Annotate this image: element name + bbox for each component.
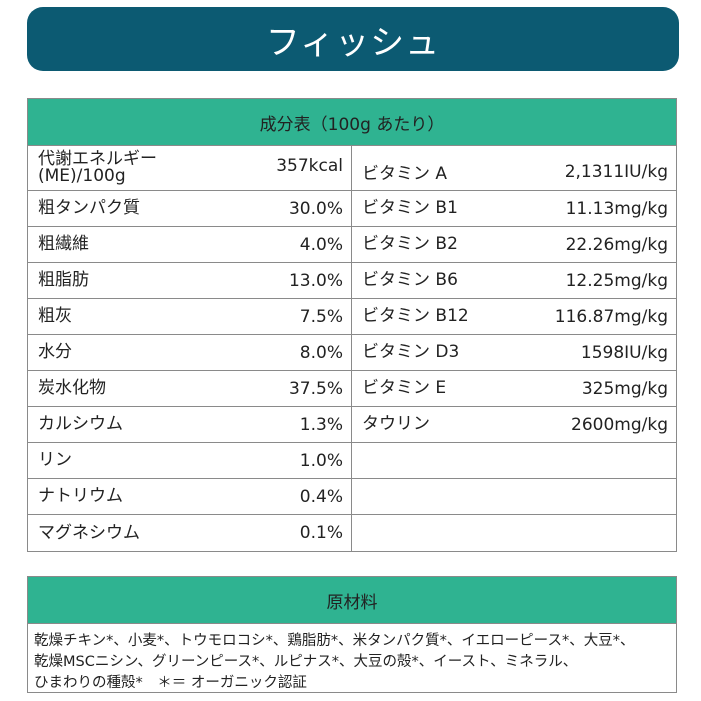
vitamin-value: 325mg/kg: [581, 378, 668, 399]
nutrient-label: カルシウム: [38, 414, 123, 434]
table-row: 粗繊維 4.0%: [28, 227, 351, 263]
table-row: ビタミン D3 1598IU/kg: [352, 335, 676, 371]
table-row: ビタミン E 325mg/kg: [352, 371, 676, 407]
nutrient-value: 8.0%: [299, 342, 343, 363]
nutrient-label: 粗タンパク質: [38, 198, 140, 218]
vitamin-value: 11.13mg/kg: [565, 198, 668, 219]
nutrient-value: 13.0%: [288, 270, 343, 291]
nutrient-label: 粗灰: [38, 306, 72, 326]
nutrient-value: 7.5%: [299, 306, 343, 327]
nutrient-value: 0.1%: [299, 523, 343, 543]
table-row: カルシウム 1.3%: [28, 407, 351, 443]
nutrition-left-column: 代謝エネルギー (ME)/100g 357kcal 粗タンパク質 30.0% 粗繊維…: [28, 146, 352, 551]
nutrient-label: 炭水化物: [38, 378, 106, 398]
nutrition-table-header: 成分表（100g あたり）: [28, 99, 676, 146]
nutrition-table: 成分表（100g あたり） 代謝エネルギー (ME)/100g 357kcal 粗…: [27, 98, 677, 552]
ingredients-text: 乾燥チキン*、小麦*、トウモロコシ*、鶏脂肪*、米タンパク質*、イエローピース*…: [28, 624, 676, 701]
nutrient-value: 4.0%: [299, 234, 343, 255]
table-row: リン 1.0%: [28, 443, 351, 479]
vitamin-label: ビタミン B2: [362, 234, 458, 254]
vitamin-label: タウリン: [362, 414, 430, 434]
nutrient-label-line: 代謝エネルギー: [38, 149, 157, 169]
table-row: マグネシウム 0.1%: [28, 515, 351, 551]
vitamin-label: ビタミン B6: [362, 270, 458, 290]
table-row: ビタミン A 2,1311IU/kg: [352, 146, 676, 191]
ingredients-line: 乾燥MSCニシン、グリーンピース*、ルピナス*、大豆の殻*、イースト、ミネラル、: [34, 654, 578, 670]
vitamin-value: 2,1311IU/kg: [564, 162, 668, 182]
table-row: 粗タンパク質 30.0%: [28, 191, 351, 227]
table-row: 水分 8.0%: [28, 335, 351, 371]
nutrient-label: 粗脂肪: [38, 270, 89, 290]
nutrient-value: 37.5%: [288, 378, 343, 399]
table-row: 代謝エネルギー (ME)/100g 357kcal: [28, 146, 351, 191]
nutrient-label: リン: [38, 450, 72, 470]
ingredients-box: 原材料 乾燥チキン*、小麦*、トウモロコシ*、鶏脂肪*、米タンパク質*、イエロー…: [27, 576, 677, 693]
nutrient-value: 30.0%: [288, 198, 343, 219]
nutrient-label: ナトリウム: [38, 486, 123, 506]
ingredients-header: 原材料: [28, 577, 676, 624]
vitamin-value: 1598IU/kg: [580, 342, 668, 363]
nutrient-value: 357kcal: [276, 156, 343, 176]
table-row: 粗脂肪 13.0%: [28, 263, 351, 299]
vitamin-value: 2600mg/kg: [571, 414, 668, 435]
table-row: 炭水化物 37.5%: [28, 371, 351, 407]
vitamin-label: ビタミン B12: [362, 306, 469, 326]
vitamin-value: 12.25mg/kg: [565, 270, 668, 291]
nutrient-value: 1.0%: [299, 450, 343, 471]
vitamin-label: ビタミン B1: [362, 198, 458, 218]
vitamin-label: ビタミン D3: [362, 342, 460, 362]
table-row: タウリン 2600mg/kg: [352, 407, 676, 443]
nutrient-value: 1.3%: [299, 414, 343, 435]
page-title: フィッシュ: [27, 7, 679, 71]
nutrient-label: 代謝エネルギー (ME)/100g: [38, 151, 157, 185]
ingredients-line: 乾燥チキン*、小麦*、トウモロコシ*、鶏脂肪*、米タンパク質*、イエローピース*…: [34, 633, 635, 649]
table-row: ビタミン B12 116.87mg/kg: [352, 299, 676, 335]
vitamin-value: 22.26mg/kg: [565, 234, 668, 255]
empty-row: [352, 515, 676, 551]
table-row: ビタミン B2 22.26mg/kg: [352, 227, 676, 263]
ingredients-line: ひまわりの種殻* ＊＝ オーガニック認証: [34, 675, 307, 691]
table-row: ナトリウム 0.4%: [28, 479, 351, 515]
nutrient-label: 粗繊維: [38, 234, 89, 254]
table-row: ビタミン B6 12.25mg/kg: [352, 263, 676, 299]
table-row: ビタミン B1 11.13mg/kg: [352, 191, 676, 227]
nutrient-value: 0.4%: [299, 486, 343, 507]
nutrient-label: マグネシウム: [38, 522, 140, 543]
nutrient-label-line: (ME)/100g: [38, 166, 126, 186]
empty-row: [352, 443, 676, 479]
table-row: 粗灰 7.5%: [28, 299, 351, 335]
vitamin-label: ビタミン E: [362, 378, 447, 398]
vitamin-label: ビタミン A: [362, 163, 448, 184]
vitamin-value: 116.87mg/kg: [554, 306, 668, 327]
nutrition-right-column: ビタミン A 2,1311IU/kg ビタミン B1 11.13mg/kg ビタミン…: [352, 146, 676, 551]
empty-row: [352, 479, 676, 515]
nutrient-label: 水分: [38, 342, 72, 362]
